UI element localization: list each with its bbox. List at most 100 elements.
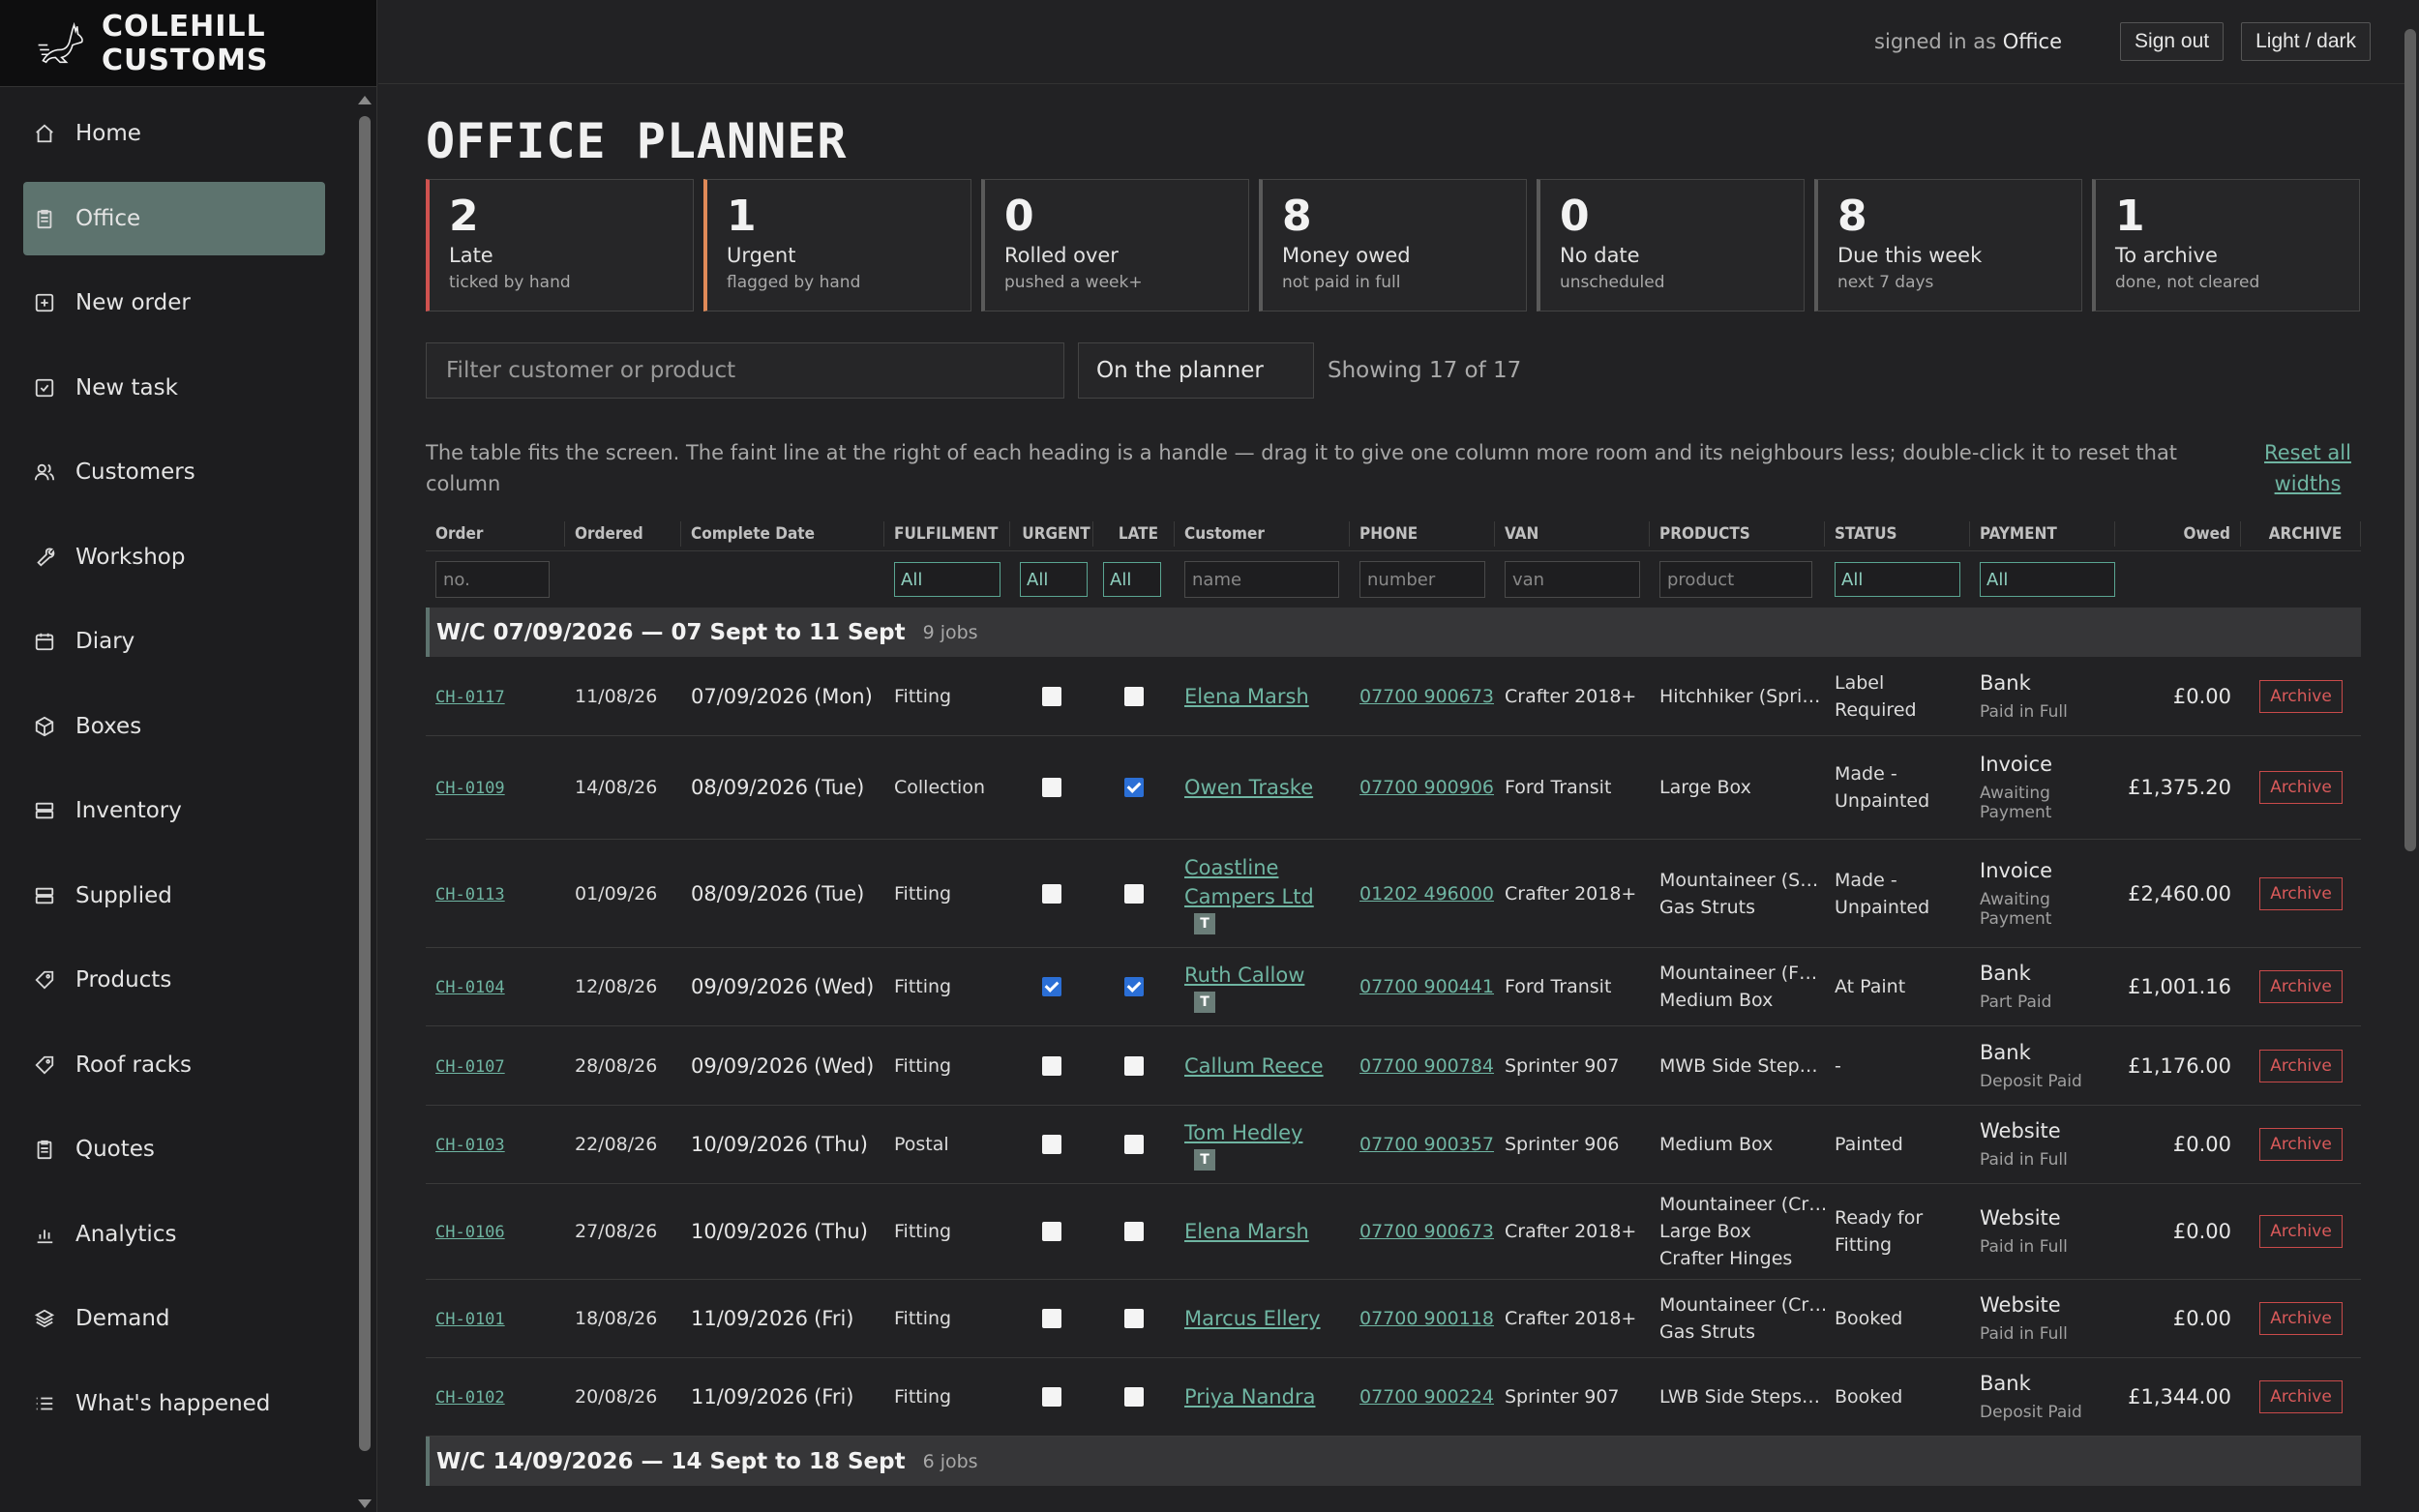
late-checkbox[interactable]: [1124, 1135, 1144, 1154]
phone-link[interactable]: 07700 900118: [1359, 1308, 1495, 1329]
week-group-header[interactable]: W/C 14/09/2026 — 14 Sept to 18 Sept 6 job…: [426, 1437, 2361, 1486]
order-link[interactable]: CH-0103: [435, 1136, 505, 1155]
sidebar-scroll-thumb[interactable]: [359, 116, 371, 1451]
late-checkbox[interactable]: [1124, 1222, 1144, 1241]
phone-link[interactable]: 07700 900224: [1359, 1386, 1495, 1408]
customer-link[interactable]: Tom Hedley: [1184, 1121, 1303, 1144]
filter-order-input[interactable]: no.: [435, 561, 550, 598]
customer-link[interactable]: Coastline Campers Ltd: [1184, 855, 1314, 908]
phone-link[interactable]: 07700 900784: [1359, 1054, 1495, 1077]
sidebar-scrollbar[interactable]: [354, 92, 375, 1512]
archive-button[interactable]: Archive: [2259, 1049, 2343, 1082]
column-header-products[interactable]: PRODUCTS: [1650, 520, 1825, 547]
urgent-checkbox[interactable]: [1042, 883, 1061, 904]
brand[interactable]: COLEHILL CUSTOMS: [0, 0, 376, 87]
phone-link[interactable]: 07700 900357: [1359, 1134, 1495, 1155]
order-link[interactable]: CH-0109: [435, 779, 505, 798]
column-header-phone[interactable]: PHONE: [1350, 520, 1495, 547]
sidebar-item-demand[interactable]: Demand: [23, 1282, 325, 1355]
phone-link[interactable]: 07700 900673: [1359, 1221, 1495, 1242]
customer-link[interactable]: Priya Nandra: [1184, 1385, 1316, 1408]
urgent-checkbox[interactable]: [1042, 686, 1061, 706]
order-link[interactable]: CH-0113: [435, 884, 505, 904]
table-row[interactable]: CH-0103 22/08/26 10/09/2026 (Thu) Postal Tom…: [426, 1106, 2361, 1184]
phone-link[interactable]: 07700 900673: [1359, 685, 1495, 707]
customer-link[interactable]: Ruth Callow: [1184, 964, 1305, 987]
sidebar-item-what-s-happened[interactable]: What's happened: [23, 1367, 325, 1440]
sidebar-item-inventory[interactable]: Inventory: [23, 774, 325, 847]
table-row[interactable]: CH-0101 18/08/26 11/09/2026 (Fri) Fitting Ma…: [426, 1280, 2361, 1358]
table-row[interactable]: CH-0106 27/08/26 10/09/2026 (Thu) Fitting El…: [426, 1184, 2361, 1280]
main-scrollbar[interactable]: [2404, 29, 2416, 851]
order-link[interactable]: CH-0101: [435, 1310, 505, 1329]
late-checkbox[interactable]: [1124, 977, 1144, 996]
sidebar-item-office[interactable]: Office: [23, 181, 325, 255]
urgent-checkbox[interactable]: [1042, 977, 1061, 996]
stat-card-late[interactable]: 2 Late ticked by hand: [426, 179, 694, 311]
sidebar-item-diary[interactable]: Diary: [23, 605, 325, 678]
sidebar-item-workshop[interactable]: Workshop: [23, 520, 325, 594]
filter-fulfilment-select[interactable]: All: [894, 562, 1000, 597]
stat-card-money-owed[interactable]: 8 Money owed not paid in full: [1259, 179, 1527, 311]
table-row[interactable]: CH-0102 20/08/26 11/09/2026 (Fri) Fitting Pr…: [426, 1358, 2361, 1437]
column-header-owed[interactable]: Owed: [2115, 520, 2241, 547]
column-header-customer[interactable]: Customer: [1175, 520, 1350, 547]
phone-link[interactable]: 01202 496000: [1359, 882, 1495, 904]
customer-link[interactable]: Elena Marsh: [1184, 684, 1309, 708]
filter-van-input[interactable]: van: [1505, 561, 1640, 598]
column-header-payment[interactable]: PAYMENT: [1970, 520, 2115, 547]
column-header-fulfilment[interactable]: FULFILMENT: [884, 520, 1010, 547]
table-row[interactable]: CH-0104 12/08/26 09/09/2026 (Wed) Fitting Ru…: [426, 948, 2361, 1026]
filter-phone-input[interactable]: number: [1359, 561, 1485, 598]
reset-widths-link[interactable]: Reset all widths: [2264, 441, 2351, 495]
column-header-late[interactable]: LATE: [1093, 520, 1175, 547]
filter-urgent-select[interactable]: All: [1020, 562, 1088, 597]
scope-select[interactable]: On the planner: [1078, 342, 1314, 399]
order-link[interactable]: CH-0107: [435, 1056, 505, 1077]
late-checkbox[interactable]: [1124, 778, 1144, 797]
urgent-checkbox[interactable]: [1042, 1222, 1061, 1241]
filter-status-select[interactable]: All: [1835, 562, 1960, 597]
archive-button[interactable]: Archive: [2259, 876, 2343, 910]
urgent-checkbox[interactable]: [1042, 1309, 1061, 1328]
column-header-complete-date[interactable]: Complete Date: [681, 520, 884, 547]
customer-link[interactable]: Elena Marsh: [1184, 1220, 1309, 1243]
late-checkbox[interactable]: [1124, 686, 1144, 706]
table-row[interactable]: CH-0109 14/08/26 08/09/2026 (Tue) Collectio…: [426, 736, 2361, 840]
sidebar-item-analytics[interactable]: Analytics: [23, 1198, 325, 1271]
theme-toggle-button[interactable]: Light / dark: [2241, 22, 2371, 61]
customer-link[interactable]: Marcus Ellery: [1184, 1307, 1321, 1330]
late-checkbox[interactable]: [1124, 1387, 1144, 1407]
table-row[interactable]: CH-0107 28/08/26 09/09/2026 (Wed) Fitting Ca…: [426, 1026, 2361, 1106]
urgent-checkbox[interactable]: [1042, 1387, 1061, 1407]
filter-customer-input[interactable]: name: [1184, 561, 1339, 598]
stat-card-to-archive[interactable]: 1 To archive done, not cleared: [2092, 179, 2360, 311]
column-header-van[interactable]: VAN: [1495, 520, 1650, 547]
archive-button[interactable]: Archive: [2259, 970, 2343, 1003]
archive-button[interactable]: Archive: [2259, 1215, 2343, 1248]
urgent-checkbox[interactable]: [1042, 778, 1061, 797]
column-header-urgent[interactable]: URGENT: [1010, 520, 1093, 547]
scroll-up-icon[interactable]: [358, 96, 372, 104]
sidebar-item-roof-racks[interactable]: Roof racks: [23, 1028, 325, 1102]
sidebar-item-new-task[interactable]: New task: [23, 351, 325, 425]
column-header-status[interactable]: STATUS: [1825, 520, 1970, 547]
table-row[interactable]: CH-0117 11/08/26 07/09/2026 (Mon) Fitting El…: [426, 657, 2361, 736]
sidebar-item-supplied[interactable]: Supplied: [23, 859, 325, 933]
stat-card-urgent[interactable]: 1 Urgent flagged by hand: [703, 179, 971, 311]
order-link[interactable]: CH-0106: [435, 1223, 505, 1242]
phone-link[interactable]: 07700 900441: [1359, 976, 1495, 997]
order-link[interactable]: CH-0102: [435, 1388, 505, 1408]
search-input[interactable]: Filter customer or product: [426, 342, 1064, 399]
stat-card-no-date[interactable]: 0 No date unscheduled: [1537, 179, 1805, 311]
week-group-header[interactable]: W/C 07/09/2026 — 07 Sept to 11 Sept 9 job…: [426, 608, 2361, 657]
customer-link[interactable]: Callum Reece: [1184, 1053, 1324, 1078]
phone-link[interactable]: 07700 900906: [1359, 777, 1495, 798]
sidebar-item-home[interactable]: Home: [23, 97, 325, 170]
stat-card-rolled-over[interactable]: 0 Rolled over pushed a week+: [981, 179, 1249, 311]
archive-button[interactable]: Archive: [2259, 1380, 2343, 1413]
late-checkbox[interactable]: [1124, 883, 1144, 904]
late-checkbox[interactable]: [1124, 1309, 1144, 1328]
archive-button[interactable]: Archive: [2259, 1128, 2343, 1161]
table-row[interactable]: CH-0113 01/09/26 08/09/2026 (Tue) Fitting Co…: [426, 840, 2361, 948]
